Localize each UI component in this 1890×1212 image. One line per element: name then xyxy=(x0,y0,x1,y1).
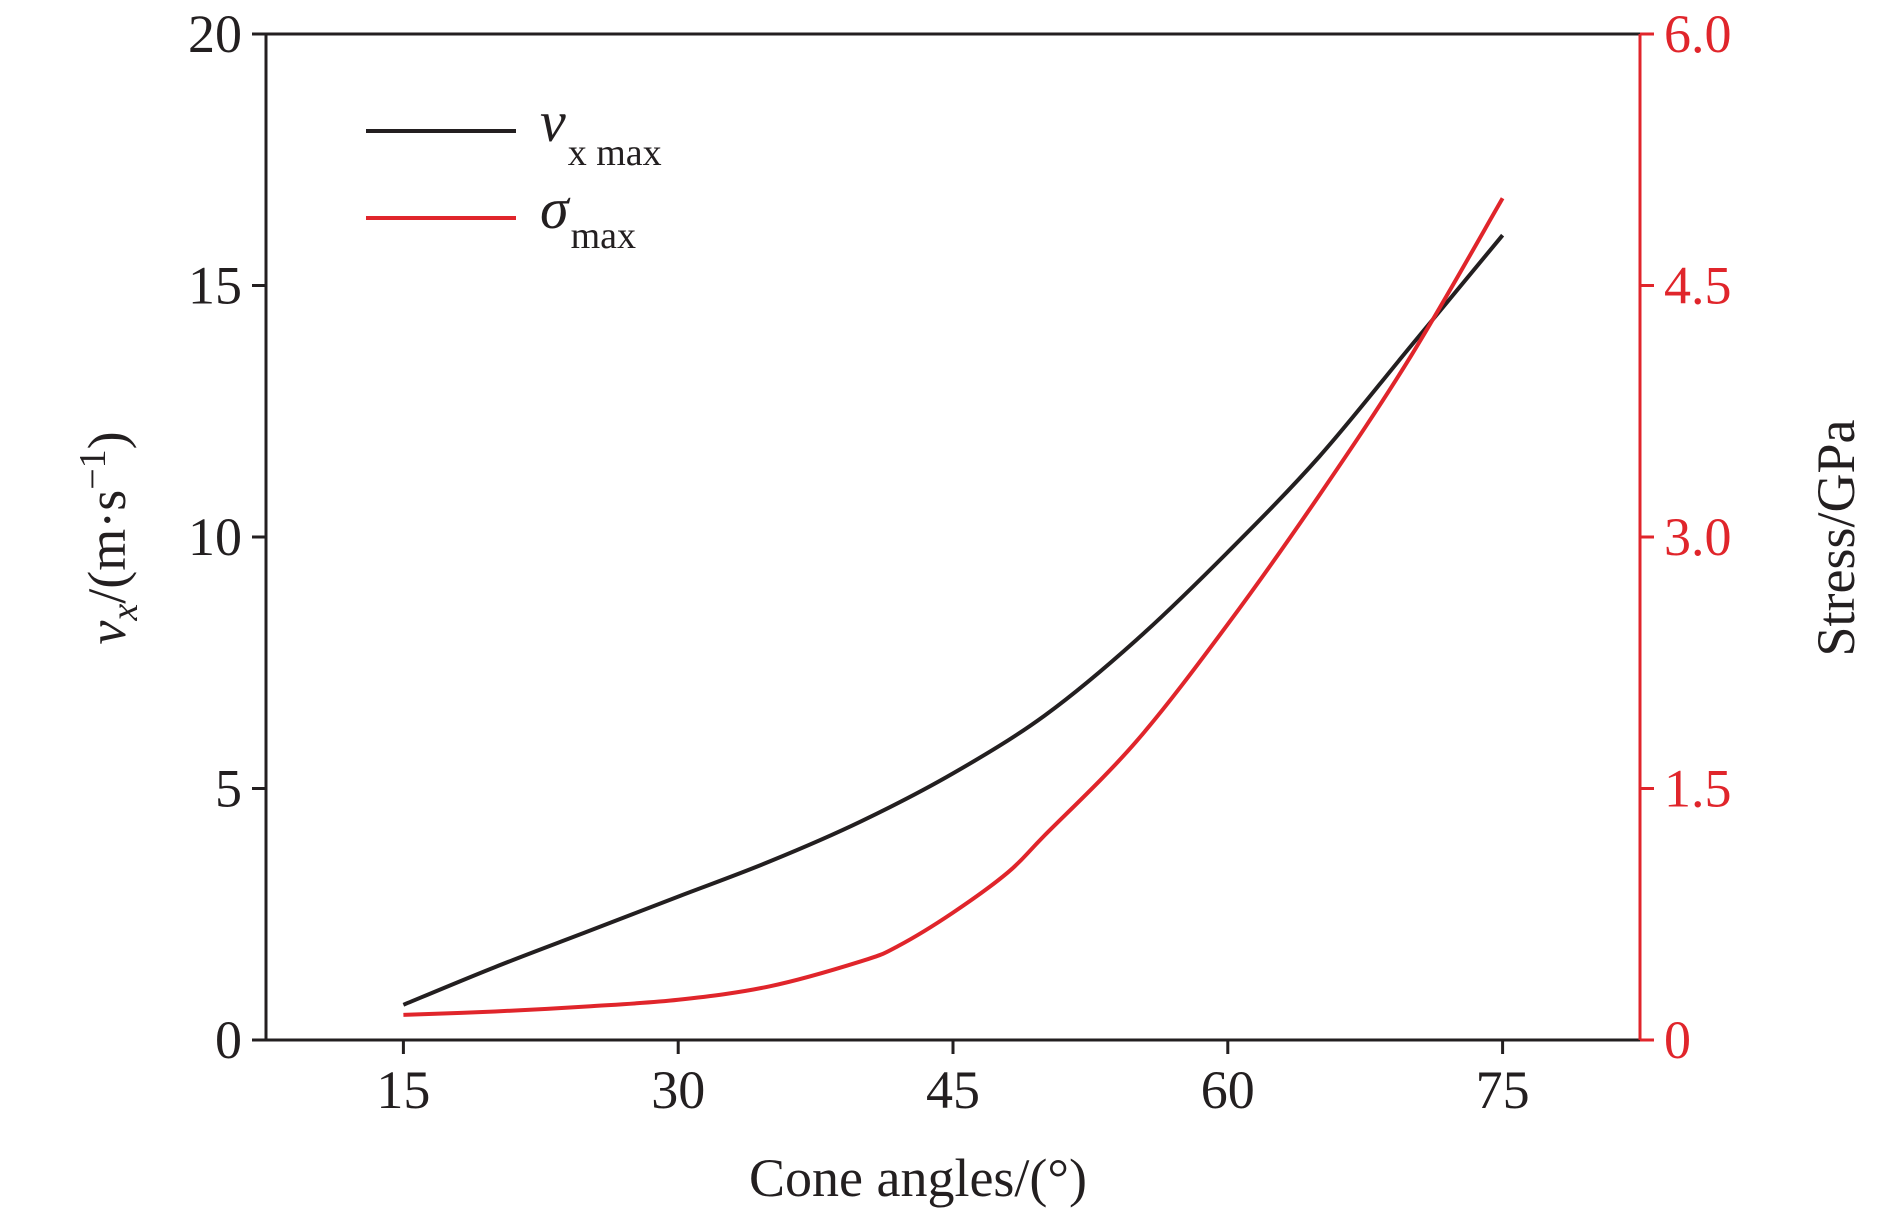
left-y-tick-label: 5 xyxy=(215,759,242,819)
left-y-axis-title: vx/(m·s−1) xyxy=(72,431,146,644)
left-y-axis-unit-exponent: −1 xyxy=(72,449,114,489)
legend-vx-symbol: v xyxy=(540,89,566,154)
x-axis-title: Cone angles/(°) xyxy=(749,1148,1087,1208)
legend-vx-subscript: x max xyxy=(568,132,662,174)
right-y-axis-ticks: 0 1.5 3.0 4.5 6.0 xyxy=(1640,4,1732,1070)
left-y-axis-unit: /(m·s xyxy=(77,490,137,604)
left-y-tick-label: 10 xyxy=(188,507,242,567)
legend-label-vx: vx max xyxy=(540,89,662,174)
x-tick-label: 45 xyxy=(926,1060,980,1120)
left-y-tick-label: 20 xyxy=(188,4,242,64)
legend: vx max σmax xyxy=(366,89,662,257)
legend-sigma-subscript: max xyxy=(571,215,636,257)
right-y-tick-label: 4.5 xyxy=(1664,256,1732,316)
curves xyxy=(402,197,1505,1017)
left-y-axis-symbol: v xyxy=(77,621,137,645)
x-axis-ticks: 15 30 45 60 75 xyxy=(376,1040,1530,1120)
right-y-tick-label: 0 xyxy=(1664,1010,1691,1070)
right-y-tick-label: 6.0 xyxy=(1664,4,1732,64)
x-tick-label: 15 xyxy=(376,1060,430,1120)
left-y-axis-subscript: x xyxy=(104,604,146,622)
legend-sigma-symbol: σ xyxy=(540,176,571,241)
right-y-tick-label: 3.0 xyxy=(1664,507,1732,567)
x-tick-label: 60 xyxy=(1201,1060,1255,1120)
right-y-axis-title: Stress/GPa xyxy=(1806,419,1866,656)
x-tick-label: 30 xyxy=(651,1060,705,1120)
plot-frame xyxy=(264,32,1642,1042)
right-y-tick-label: 1.5 xyxy=(1664,759,1732,819)
left-y-axis-unit-close: ) xyxy=(77,431,137,449)
x-tick-label: 75 xyxy=(1476,1060,1530,1120)
left-y-tick-label: 0 xyxy=(215,1010,242,1070)
legend-label-sigma: σmax xyxy=(540,176,636,257)
left-y-tick-label: 15 xyxy=(188,256,242,316)
vx-max-series-line xyxy=(402,233,1505,1007)
left-y-axis-ticks: 0 5 10 15 20 xyxy=(188,4,266,1070)
sigma-max-series-line xyxy=(403,197,1505,1017)
